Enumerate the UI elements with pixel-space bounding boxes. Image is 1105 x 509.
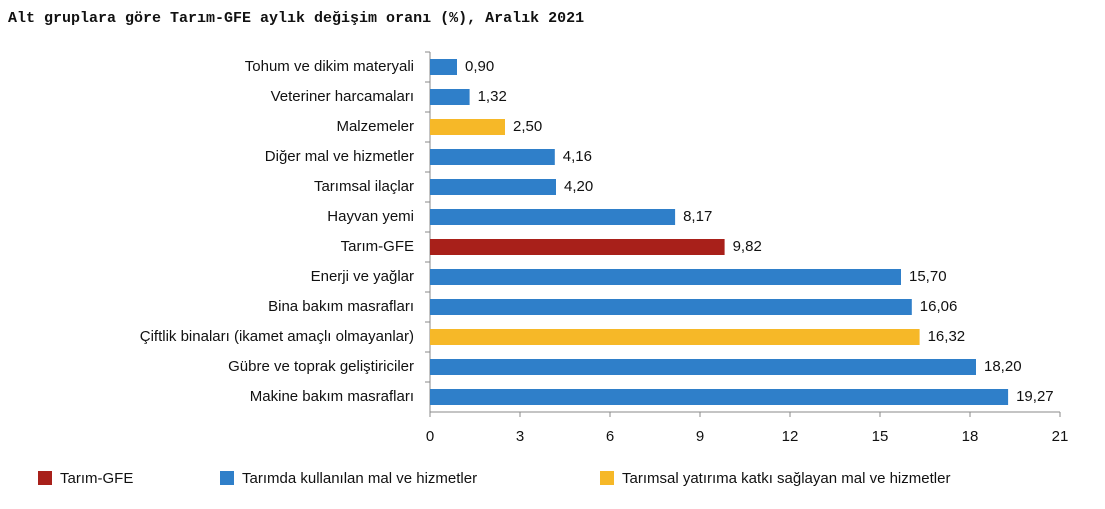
y-tick-label: Veteriner harcamaları bbox=[271, 88, 414, 105]
y-tick-label: Hayvan yemi bbox=[327, 208, 414, 225]
bar bbox=[430, 179, 556, 195]
bar bbox=[430, 269, 901, 285]
x-tick-label: 0 bbox=[426, 428, 434, 445]
value-label: 15,70 bbox=[909, 268, 947, 285]
value-label: 1,32 bbox=[478, 88, 507, 105]
x-tick-label: 9 bbox=[696, 428, 704, 445]
x-tick-label: 15 bbox=[872, 428, 889, 445]
legend-label: Tarımda kullanılan mal ve hizmetler bbox=[242, 470, 477, 487]
value-label: 19,27 bbox=[1016, 388, 1054, 405]
bar bbox=[430, 119, 505, 135]
y-tick-label: Malzemeler bbox=[336, 118, 414, 135]
x-tick-label: 12 bbox=[782, 428, 799, 445]
legend-swatch bbox=[600, 471, 614, 485]
bar bbox=[430, 59, 457, 75]
y-tick-label: Tarımsal ilaçlar bbox=[314, 178, 414, 195]
y-tick-label: Gübre ve toprak geliştiriciler bbox=[228, 358, 414, 375]
bar bbox=[430, 359, 976, 375]
value-label: 4,16 bbox=[563, 148, 592, 165]
value-label: 4,20 bbox=[564, 178, 593, 195]
x-tick-label: 21 bbox=[1052, 428, 1069, 445]
chart-title: Alt gruplara göre Tarım-GFE aylık değişi… bbox=[8, 10, 584, 27]
y-tick-label: Çiftlik binaları (ikamet amaçlı olmayanl… bbox=[140, 328, 414, 345]
y-tick-label: Tohum ve dikim materyali bbox=[245, 58, 414, 75]
value-label: 9,82 bbox=[733, 238, 762, 255]
legend-label: Tarım-GFE bbox=[60, 470, 133, 487]
value-label: 0,90 bbox=[465, 58, 494, 75]
value-label: 18,20 bbox=[984, 358, 1022, 375]
y-tick-label: Tarım-GFE bbox=[341, 238, 414, 255]
y-tick-label: Enerji ve yağlar bbox=[311, 268, 414, 285]
x-tick-label: 6 bbox=[606, 428, 614, 445]
legend-label: Tarımsal yatırıma katkı sağlayan mal ve … bbox=[622, 470, 950, 487]
value-label: 8,17 bbox=[683, 208, 712, 225]
bar bbox=[430, 209, 676, 225]
y-tick-label: Diğer mal ve hizmetler bbox=[265, 148, 414, 165]
bar bbox=[430, 239, 725, 255]
value-label: 2,50 bbox=[513, 118, 542, 135]
value-label: 16,06 bbox=[920, 298, 958, 315]
bar bbox=[430, 89, 470, 105]
x-tick-label: 18 bbox=[962, 428, 979, 445]
x-tick-label: 3 bbox=[516, 428, 524, 445]
bar bbox=[430, 299, 912, 315]
legend-swatch bbox=[220, 471, 234, 485]
legend-swatch bbox=[38, 471, 52, 485]
y-tick-label: Bina bakım masrafları bbox=[268, 298, 414, 315]
value-label: 16,32 bbox=[928, 328, 966, 345]
bar bbox=[430, 149, 555, 165]
y-tick-label: Makine bakım masrafları bbox=[250, 388, 414, 405]
bar bbox=[430, 389, 1009, 405]
bar bbox=[430, 329, 920, 345]
